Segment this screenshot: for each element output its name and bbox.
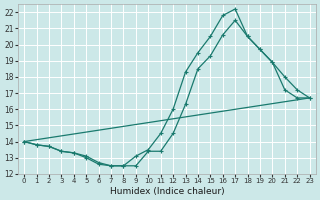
X-axis label: Humidex (Indice chaleur): Humidex (Indice chaleur) [109,187,224,196]
